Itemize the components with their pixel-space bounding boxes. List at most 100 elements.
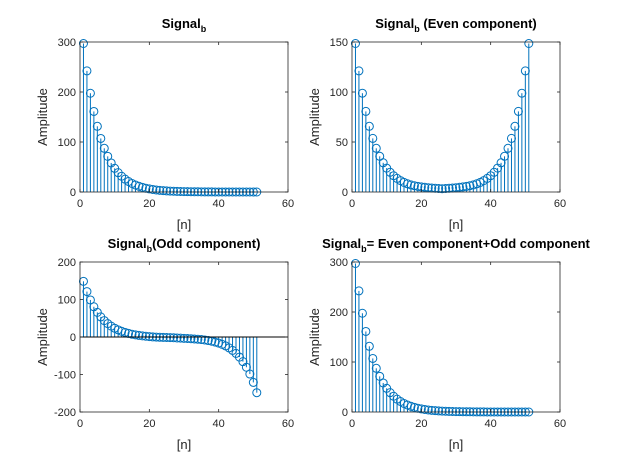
stem-marker	[361, 326, 371, 336]
title-subscript: b	[147, 244, 153, 254]
stem-marker	[92, 307, 102, 317]
stem-marker	[454, 182, 464, 192]
stem-marker	[364, 121, 374, 131]
x-tick-label: 40	[485, 418, 497, 430]
stem-marker	[444, 406, 454, 416]
stem-marker	[406, 180, 416, 190]
title-subscript: b	[201, 24, 207, 34]
y-tick-label: -100	[54, 370, 76, 382]
stem-marker	[85, 88, 95, 98]
axes-box	[351, 41, 561, 193]
y-tick-label: 200	[330, 307, 348, 319]
y-tick-label: 100	[58, 295, 76, 307]
x-tick-label: 40	[213, 198, 225, 210]
y-tick-label: 300	[58, 37, 76, 49]
stem-marker	[169, 333, 179, 343]
stem-marker	[144, 184, 154, 194]
x-tick-label: 0	[77, 418, 83, 430]
stem-marker	[92, 121, 102, 131]
stem-marker	[371, 143, 381, 153]
stem-marker	[406, 401, 416, 411]
x-tick-label: 20	[143, 198, 155, 210]
stem-marker	[402, 179, 412, 189]
stem-marker	[189, 334, 199, 344]
stem-series	[350, 39, 534, 194]
x-axis-label: [n]	[449, 437, 463, 452]
stem-marker	[148, 185, 158, 194]
title-subscript: b	[361, 244, 367, 254]
y-tick-label: 0	[70, 332, 76, 344]
x-tick-label: 20	[415, 198, 427, 210]
title-base: Signal	[375, 16, 414, 31]
stem-marker	[186, 334, 196, 344]
stem-marker	[78, 39, 88, 48]
y-tick-label: 300	[330, 257, 348, 269]
x-tick-label: 20	[415, 418, 427, 430]
y-axis-label: Amplitude	[307, 308, 322, 366]
stem-marker	[461, 181, 471, 191]
subplot-title: Signalb	[162, 16, 207, 34]
stem-marker	[413, 181, 423, 191]
stem-marker	[96, 133, 106, 143]
stem-marker	[486, 171, 496, 181]
stem-marker	[172, 186, 182, 196]
subplot-1: 0 20 40 60 0 100 200 300 [n] Amplitude Signalb	[35, 16, 294, 232]
x-axis-label: [n]	[177, 217, 191, 232]
stem-marker	[350, 259, 360, 268]
stem-marker	[458, 182, 468, 192]
stem-marker	[500, 151, 510, 161]
stem-marker	[354, 66, 364, 76]
stem-marker	[430, 406, 440, 416]
stem-marker	[448, 407, 458, 416]
y-tick-label: 100	[330, 357, 348, 369]
y-axis-label: Amplitude	[35, 88, 50, 146]
x-tick-label: 40	[213, 418, 225, 430]
stem-marker	[134, 330, 144, 340]
stem-marker	[506, 133, 516, 143]
stem-marker	[137, 182, 147, 192]
stem-marker	[524, 39, 534, 48]
stem-marker	[141, 331, 151, 341]
axes-box	[351, 261, 561, 413]
stem-marker	[364, 341, 374, 351]
stem-marker	[350, 39, 360, 48]
y-tick-label: 200	[58, 87, 76, 99]
stem-marker	[127, 329, 137, 339]
y-tick-label: 0	[342, 407, 348, 419]
stem-marker	[176, 333, 186, 343]
y-tick-label: -200	[54, 407, 76, 419]
stem-marker	[465, 181, 475, 191]
y-tick-label: 50	[336, 137, 348, 149]
stem-marker	[427, 405, 437, 415]
x-tick-label: 60	[282, 418, 294, 430]
x-axis-label: [n]	[449, 217, 463, 232]
stem-marker	[371, 363, 381, 373]
stem-series	[78, 39, 262, 197]
x-axis-label: [n]	[177, 437, 191, 452]
x-tick-label: 60	[554, 198, 566, 210]
subplot-2: 0 20 40 60 0 50 100 150 [n] Amplitude Signalb (Eve…	[307, 16, 566, 232]
title-base: Signal	[322, 236, 361, 251]
title-rest: (Even component)	[420, 16, 537, 31]
x-tick-label: 0	[77, 198, 83, 210]
stem-marker	[357, 88, 367, 98]
stem-marker	[99, 143, 109, 153]
stem-marker	[162, 186, 172, 196]
stem-marker	[420, 182, 430, 192]
y-tick-label: 0	[342, 187, 348, 199]
stem-marker	[82, 287, 92, 297]
stem-marker	[193, 334, 203, 344]
y-axis-label: Amplitude	[35, 308, 50, 366]
title-rest: (Odd component)	[152, 236, 260, 251]
stem-marker	[409, 181, 419, 191]
stem-marker	[513, 106, 523, 116]
stem-marker	[423, 405, 433, 415]
stem-marker	[158, 186, 168, 196]
stem-marker	[234, 352, 244, 362]
subplot-3: 0 20 40 60 -200 -100 0 100 200 [n] Amplitude Signal…	[35, 236, 294, 452]
subplot-title: Signalb= Even component+Odd component	[322, 236, 590, 254]
stem-marker	[409, 402, 419, 412]
stem-series	[350, 259, 534, 417]
stem-marker	[434, 184, 444, 193]
